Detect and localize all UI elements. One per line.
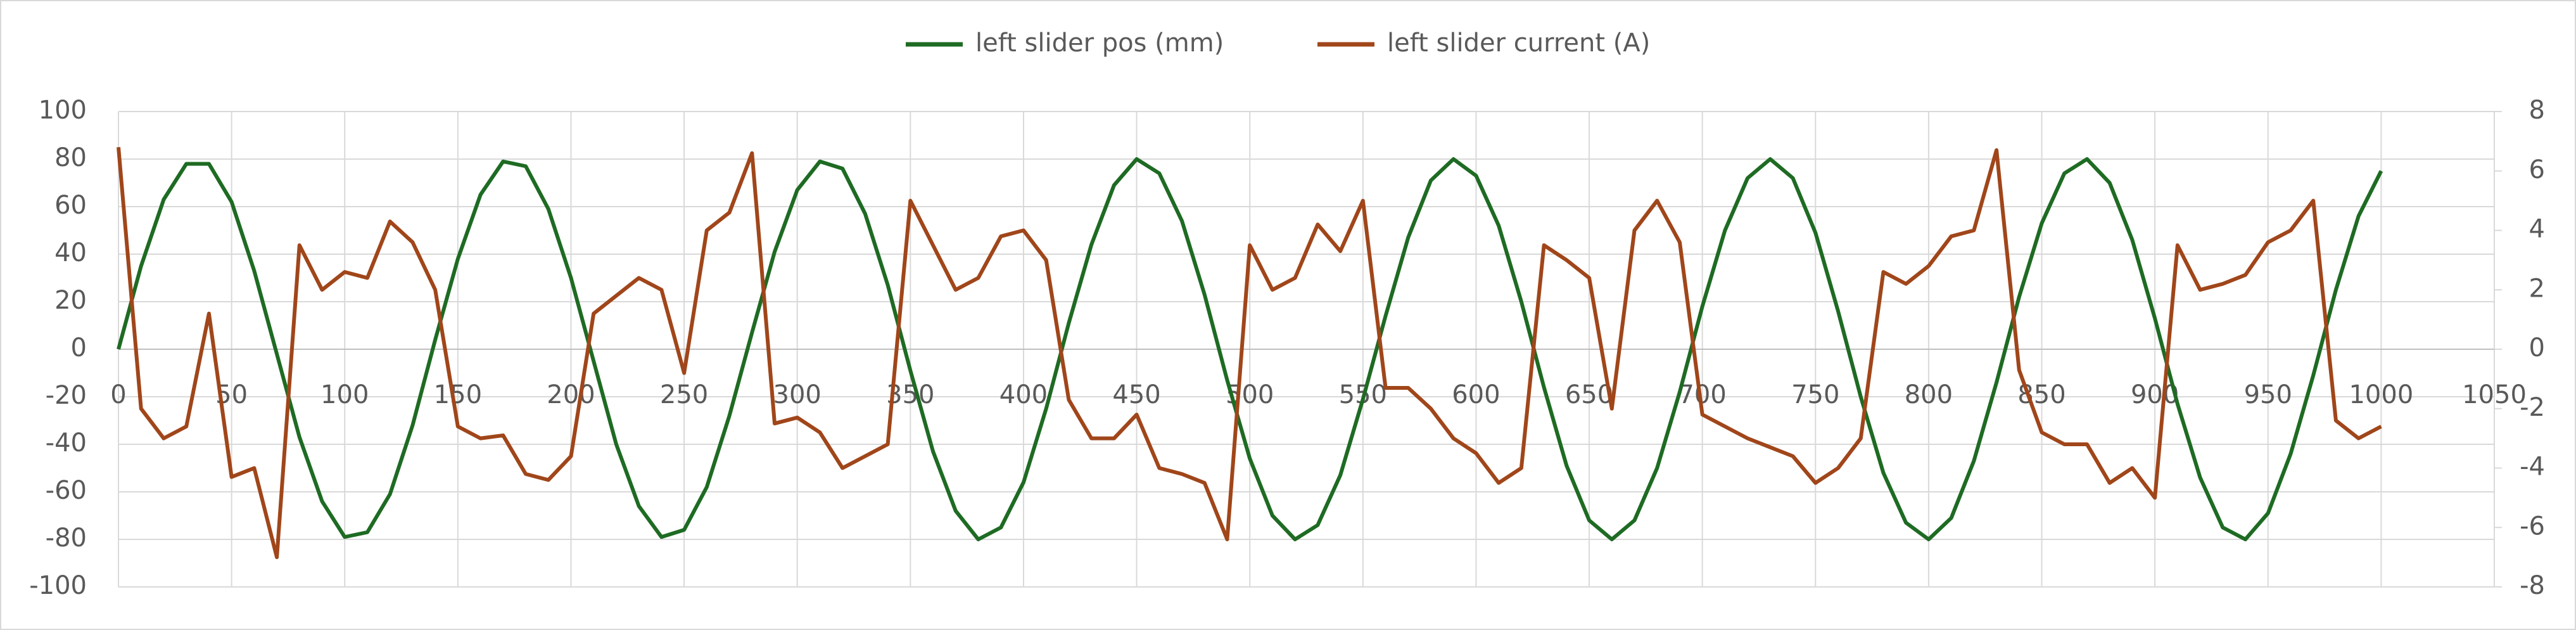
x-tick-label: 400 bbox=[999, 380, 1048, 409]
series-line bbox=[117, 157, 2383, 541]
x-tick-label: 950 bbox=[2244, 380, 2292, 409]
x-tick-label: 1050 bbox=[2462, 380, 2527, 409]
y2-tick-label: 8 bbox=[2529, 96, 2545, 125]
x-tick-label: 800 bbox=[1905, 380, 1953, 409]
x-tick-label: 750 bbox=[1791, 380, 1839, 409]
y2-tick-label: -6 bbox=[2520, 511, 2545, 541]
legend-label: left slider current (A) bbox=[1387, 29, 1650, 58]
x-tick-label: 650 bbox=[1565, 380, 1613, 409]
x-tick-label: 250 bbox=[660, 380, 708, 409]
y2-tick-label: 0 bbox=[2529, 333, 2545, 363]
x-tick-label: 100 bbox=[320, 380, 369, 409]
y-tick-label: -100 bbox=[29, 571, 87, 600]
y-tick-label: 60 bbox=[54, 191, 87, 220]
x-tick-label: 600 bbox=[1452, 380, 1500, 409]
legend-label: left slider pos (mm) bbox=[975, 29, 1224, 58]
x-tick-label: 0 bbox=[110, 380, 126, 409]
y-tick-label: -20 bbox=[46, 381, 87, 410]
y-tick-label: -60 bbox=[46, 476, 87, 505]
y-tick-label: -40 bbox=[46, 428, 87, 458]
y-tick-label: 40 bbox=[54, 238, 87, 267]
y2-tick-label: -4 bbox=[2520, 453, 2545, 482]
y2-tick-label: -2 bbox=[2520, 393, 2545, 422]
x-tick-label: 450 bbox=[1112, 380, 1160, 409]
series-line bbox=[117, 146, 2382, 560]
y-tick-label: 0 bbox=[71, 333, 87, 363]
y-tick-label: 80 bbox=[54, 143, 87, 172]
x-tick-label: 150 bbox=[434, 380, 482, 409]
y-tick-label: 100 bbox=[39, 96, 87, 125]
x-tick-label: 300 bbox=[773, 380, 822, 409]
x-tick-label: 1000 bbox=[2349, 380, 2413, 409]
y2-tick-label: 2 bbox=[2529, 274, 2545, 303]
x-tick-label: 200 bbox=[547, 380, 595, 409]
y2-tick-label: -8 bbox=[2520, 571, 2545, 600]
y-tick-label: 20 bbox=[54, 286, 87, 315]
y-tick-label: -80 bbox=[46, 524, 87, 553]
y2-tick-label: 4 bbox=[2529, 215, 2545, 244]
y2-tick-label: 6 bbox=[2529, 155, 2545, 184]
